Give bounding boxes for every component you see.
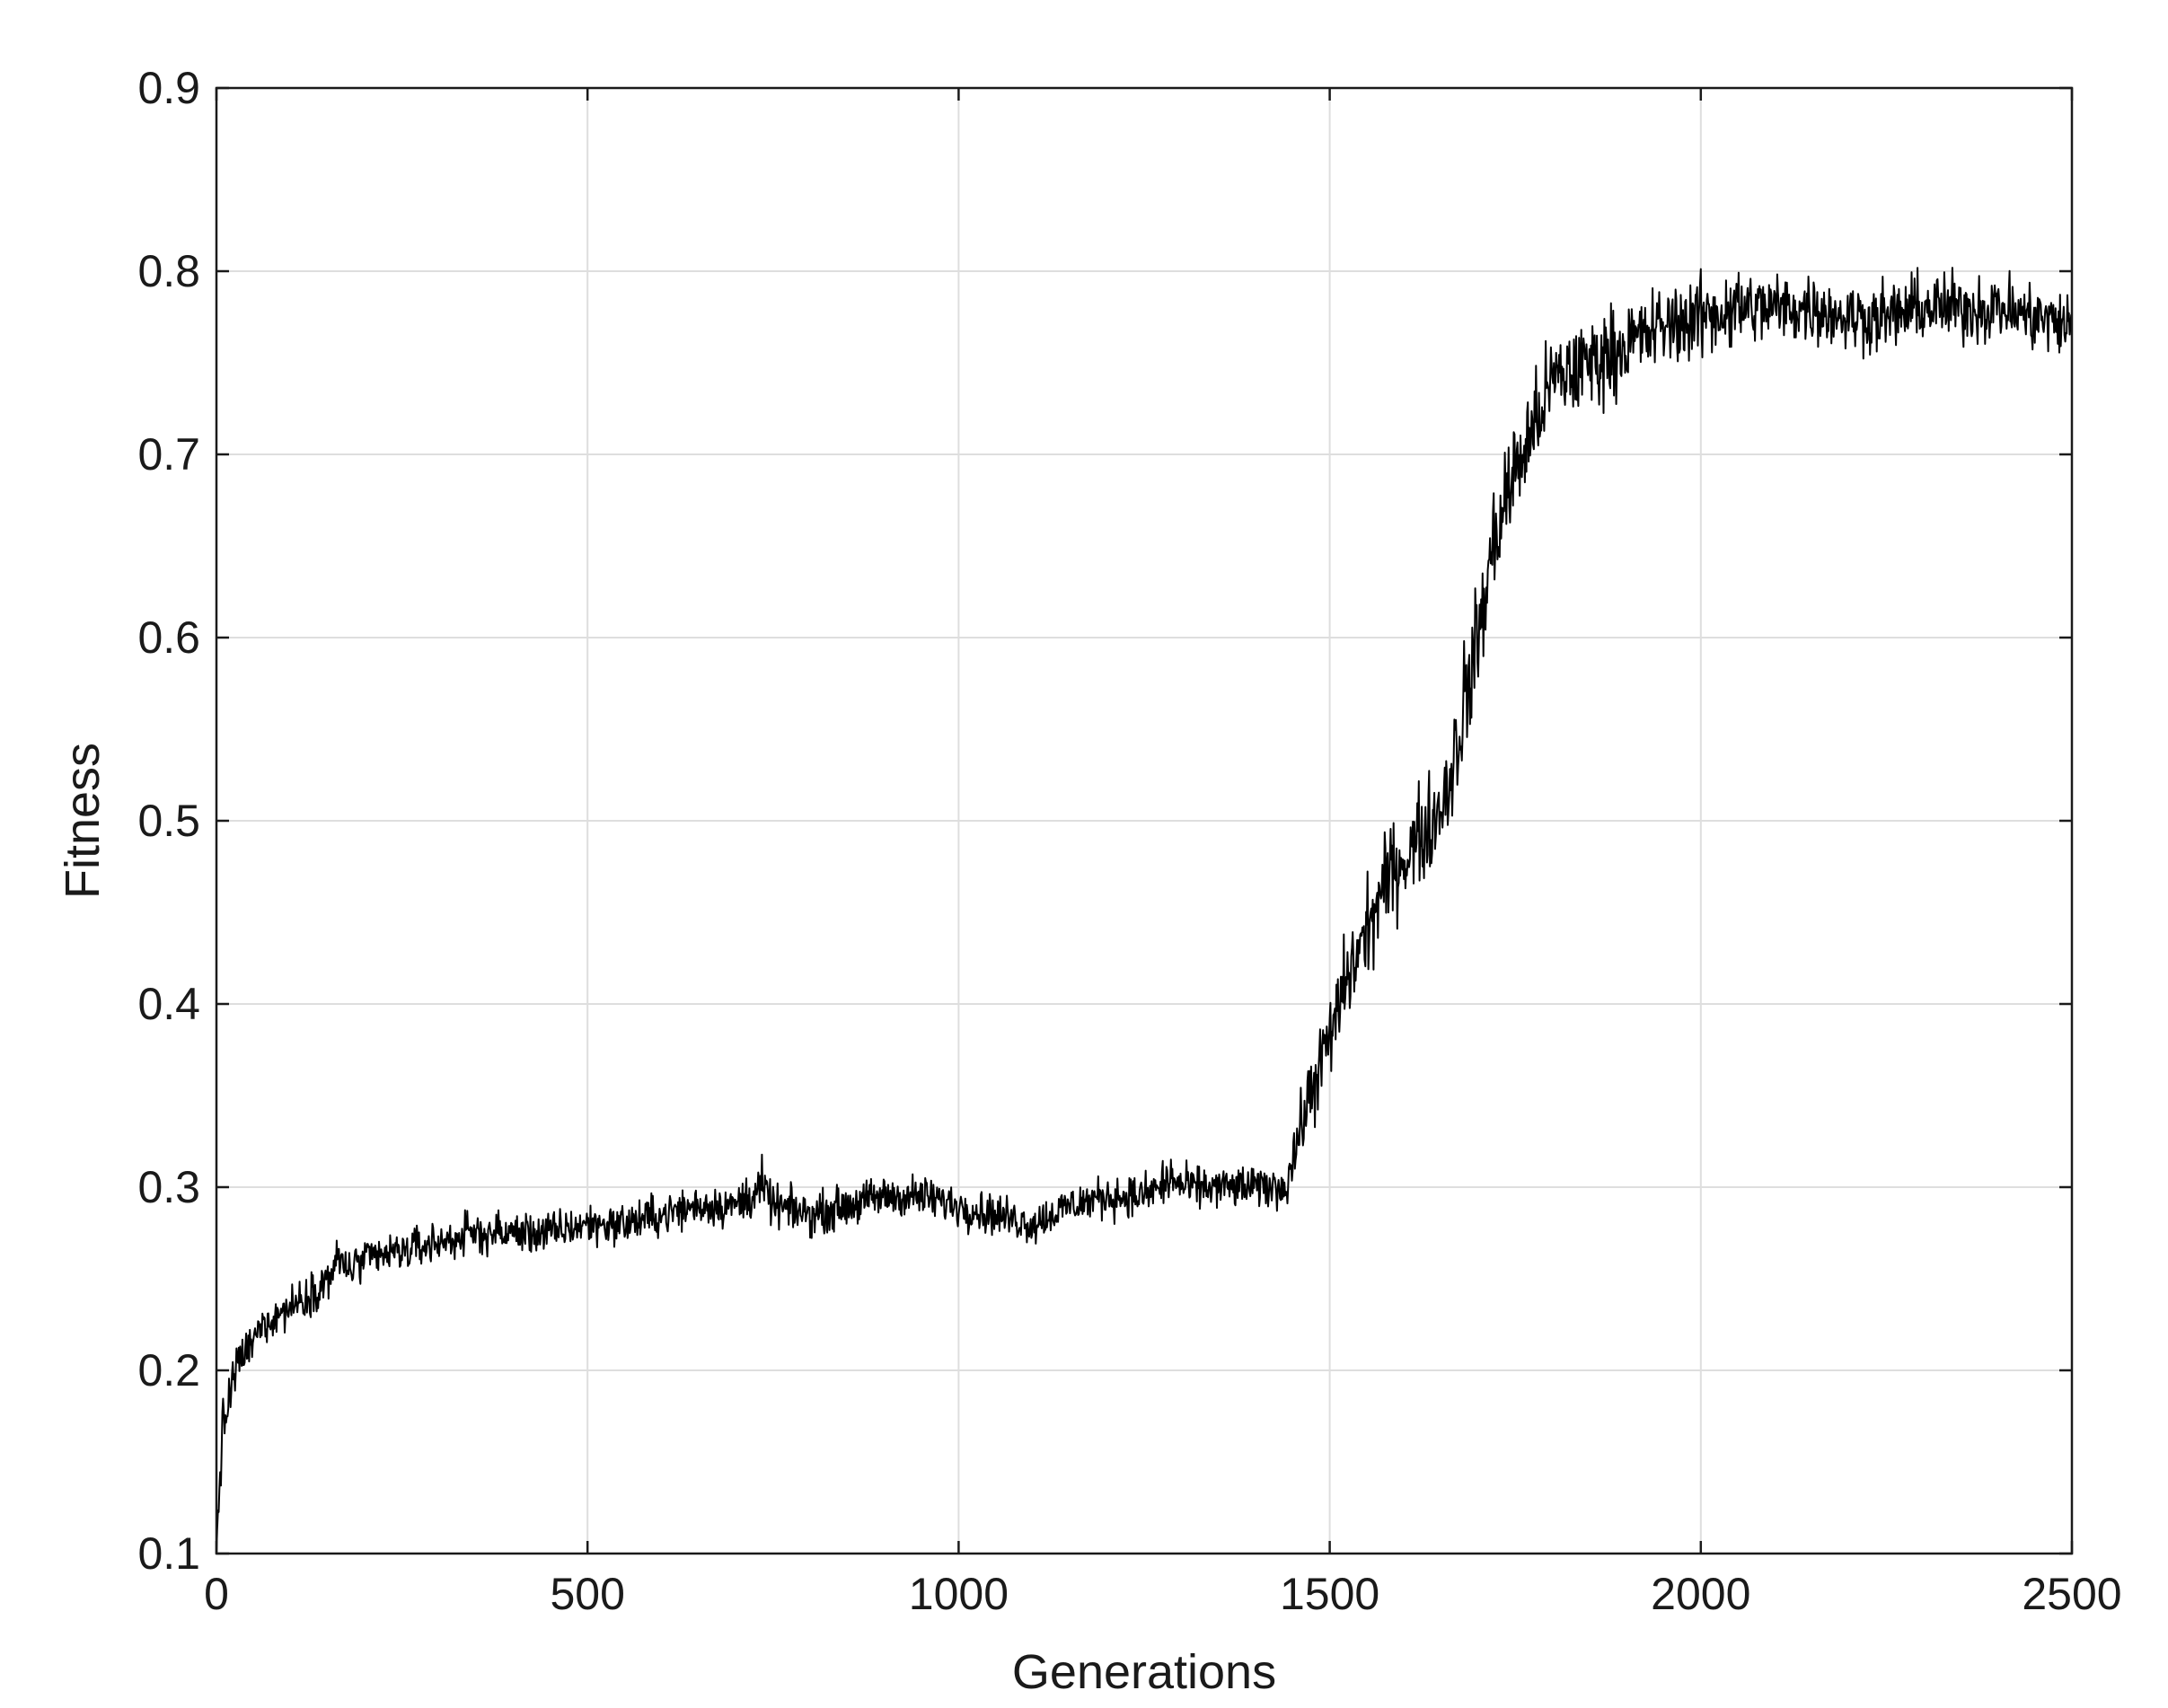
- y-tick-label: 0.3: [137, 1162, 200, 1212]
- y-tick-label: 0.5: [137, 796, 200, 846]
- y-tick-label: 0.2: [137, 1345, 200, 1395]
- plot-area: [216, 267, 2073, 1554]
- y-tick-label: 0.6: [137, 612, 200, 663]
- y-tick-label: 0.7: [137, 429, 200, 480]
- x-axis-label: Generations: [1012, 1645, 1276, 1699]
- ticks: 0 500 1000 1500 2000 2500 0.1 0.2 0.3 0.4 0.5 0.6 0.…: [137, 63, 2121, 1619]
- x-tick-label: 500: [550, 1569, 624, 1619]
- fitness-series-line: [216, 267, 2073, 1554]
- y-tick-label: 0.4: [137, 979, 200, 1029]
- y-axis-label: Fitness: [56, 743, 110, 899]
- x-tick-label: 1000: [909, 1569, 1009, 1619]
- y-tick-label: 0.9: [137, 63, 200, 113]
- x-tick-label: 2000: [1651, 1569, 1750, 1619]
- x-tick-label: 1500: [1280, 1569, 1379, 1619]
- x-tick-label: 2500: [2022, 1569, 2121, 1619]
- y-tick-label: 0.1: [137, 1528, 200, 1579]
- y-tick-label: 0.8: [137, 246, 200, 296]
- x-tick-label: 0: [204, 1569, 229, 1619]
